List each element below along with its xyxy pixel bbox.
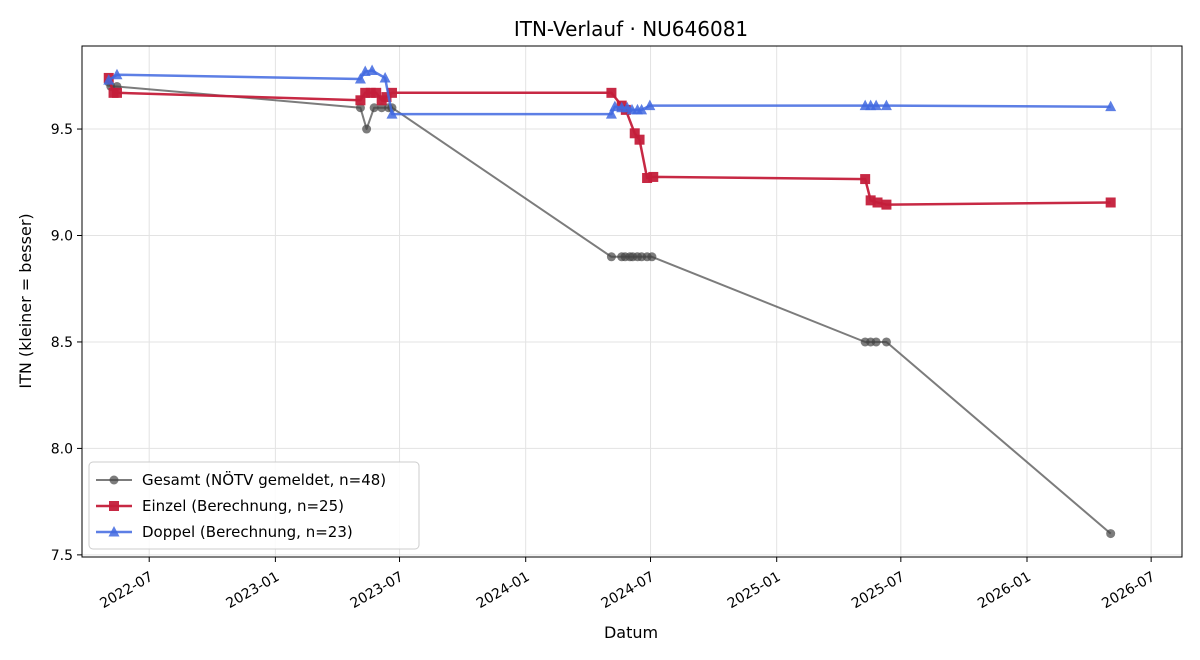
y-tick-label: 7.5: [51, 548, 73, 564]
series-3: [103, 64, 1117, 119]
x-axis-label: Datum: [604, 623, 658, 642]
data-point: [642, 173, 653, 184]
data-point: [379, 71, 391, 83]
data-point: [355, 95, 366, 106]
data-point: [111, 68, 123, 80]
data-point: [881, 199, 892, 210]
data-point: [377, 103, 387, 113]
legend-marker: [109, 501, 119, 511]
plot-frame: [81, 45, 1183, 558]
data-point: [629, 128, 640, 139]
data-point: [365, 87, 376, 98]
data-point: [381, 92, 392, 103]
legend-label: Gesamt (NÖTV gemeldet, n=48): [142, 470, 386, 489]
data-point: [648, 171, 659, 182]
chart-title: ITN-Verlauf · NU646081: [514, 17, 748, 41]
grid: [82, 46, 1182, 557]
legend-label: Einzel (Berechnung, n=25): [142, 497, 344, 515]
data-point: [871, 337, 881, 347]
data-point: [647, 252, 657, 262]
data-point: [870, 99, 882, 111]
data-point: [386, 108, 398, 119]
data-point: [881, 337, 891, 347]
data-point: [1105, 197, 1116, 208]
data-point: [880, 99, 892, 111]
data-point: [644, 99, 656, 111]
data-point: [386, 87, 397, 98]
data-point: [860, 174, 871, 185]
y-axis: 7.5 8.0 8.5 9.0 9.5: [51, 122, 82, 564]
data-point: [355, 103, 365, 113]
series-layer: [103, 64, 1117, 539]
data-point: [369, 103, 379, 113]
data-point: [366, 64, 378, 75]
data-point: [1106, 529, 1116, 539]
data-point: [605, 108, 617, 119]
data-point: [360, 87, 371, 98]
data-point: [111, 87, 122, 98]
data-point: [636, 103, 648, 115]
legend-box: [88, 461, 420, 550]
data-point: [634, 134, 645, 145]
data-point: [354, 73, 366, 84]
y-tick-label: 9.0: [51, 228, 73, 244]
data-point: [1105, 100, 1117, 112]
legend-label: Doppel (Berechnung, n=23): [142, 523, 353, 541]
data-point: [362, 124, 372, 134]
y-tick-label: 8.0: [51, 441, 73, 457]
data-point: [606, 252, 616, 262]
legend: Gesamt (NÖTV gemeldet, n=48) Einzel (Bere…: [88, 461, 420, 550]
data-point: [609, 100, 621, 112]
data-point: [872, 197, 883, 208]
data-point: [606, 87, 617, 98]
y-axis-label: ITN (kleiner = besser): [16, 213, 35, 388]
data-point: [371, 87, 382, 98]
y-tick-label: 8.5: [51, 335, 73, 351]
data-point: [865, 195, 876, 206]
data-point: [103, 74, 115, 85]
legend-marker: [109, 475, 119, 485]
y-tick-label: 9.5: [51, 122, 73, 138]
legend-marker: [108, 526, 120, 537]
